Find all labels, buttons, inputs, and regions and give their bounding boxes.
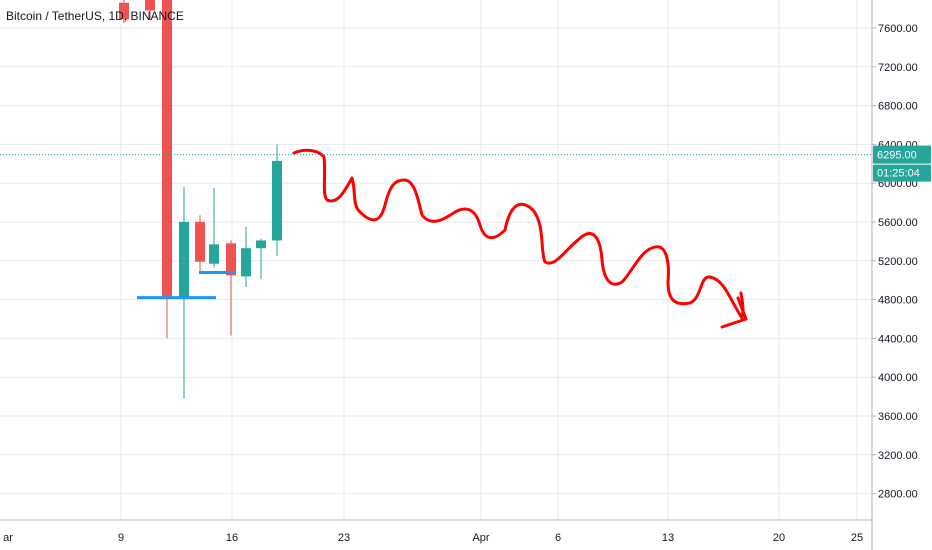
countdown-badge — [873, 164, 931, 182]
x-tick-label: ar — [3, 532, 13, 544]
candle-body — [145, 0, 155, 11]
candle — [272, 144, 282, 256]
y-tick-label: 6800.00 — [878, 101, 918, 113]
x-tick-label: 9 — [118, 532, 124, 544]
x-tick-label: Apr — [472, 532, 489, 544]
candle-body — [162, 0, 172, 298]
x-tick-label: 16 — [226, 532, 238, 544]
candle — [119, 0, 129, 24]
x-tick-label: 23 — [338, 532, 350, 544]
chart-grid — [0, 0, 872, 520]
chart-title: Bitcoin / TetherUS, 1D, BINANCE — [6, 9, 184, 23]
candle — [209, 188, 219, 268]
y-tick-label: 4400.00 — [878, 333, 918, 345]
x-tick-label: 20 — [773, 532, 785, 544]
candles-layer — [119, 0, 282, 399]
y-tick-label: 2800.00 — [878, 489, 918, 501]
candle — [179, 187, 189, 399]
candle-body — [195, 222, 205, 262]
y-tick-label: 7200.00 — [878, 62, 918, 74]
candle — [226, 240, 236, 336]
y-tick-label: 7600.00 — [878, 23, 918, 35]
candle-body — [179, 222, 189, 298]
y-tick-label: 4800.00 — [878, 295, 918, 307]
y-tick-label: 3200.00 — [878, 450, 918, 462]
forecast-arrow-path — [292, 148, 745, 320]
x-tick-label: 6 — [555, 532, 561, 544]
current-price-label: 6295.00 — [877, 150, 917, 162]
candle — [162, 0, 172, 339]
y-tick-label: 5600.00 — [878, 217, 918, 229]
candle — [145, 0, 155, 21]
candle-body — [241, 248, 251, 277]
candle — [241, 226, 251, 287]
candle-body — [256, 240, 266, 249]
candle-body — [209, 244, 219, 264]
candle-body — [226, 243, 236, 276]
y-tick-label: 5200.00 — [878, 256, 918, 268]
y-tick-label: 3600.00 — [878, 411, 918, 423]
candle — [256, 238, 266, 280]
x-tick-label: 13 — [662, 532, 674, 544]
x-tick-label: 25 — [851, 532, 863, 544]
candle — [195, 215, 205, 274]
candle-body — [119, 2, 129, 20]
current-price-badge — [873, 145, 931, 164]
annotations-layer — [292, 148, 748, 329]
y-tick-label: 4000.00 — [878, 372, 918, 384]
countdown-label: 01:25:04 — [877, 168, 920, 180]
candle-body — [272, 160, 282, 241]
forecast-arrowhead — [720, 296, 748, 329]
